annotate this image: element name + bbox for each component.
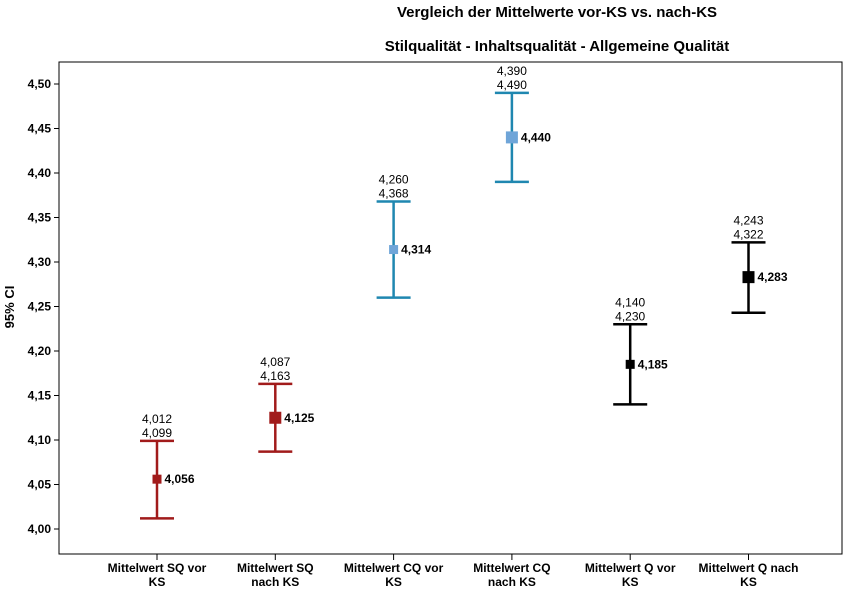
- y-axis: 4,00 4,05 4,10 4,15 4,20 4,25 4,30 4,35 4,40 4,45…: [28, 77, 59, 536]
- upper-ci-label: 4,490: [497, 78, 527, 92]
- lower-ci-label: 4,260: [379, 172, 409, 186]
- upper-ci-label: 4,099: [142, 426, 172, 440]
- x-tick-label: Mittelwert SQ vor: [108, 561, 207, 575]
- y-tick-label: 4,45: [28, 122, 52, 136]
- x-tick-label: nach KS: [251, 575, 299, 589]
- y-tick-label: 4,10: [28, 433, 52, 447]
- y-axis-label: 95% CI: [2, 286, 17, 329]
- x-tick-label: KS: [385, 575, 402, 589]
- mean-marker: [625, 359, 635, 369]
- mean-marker: [742, 271, 755, 284]
- y-tick-label: 4,00: [28, 522, 52, 536]
- chart-title: Vergleich der Mittelwerte vor-KS vs. nac…: [397, 4, 717, 21]
- upper-ci-label: 4,322: [733, 227, 763, 241]
- mean-value-label: 4,283: [758, 270, 788, 284]
- x-tick-label: Mittelwert Q nach: [698, 561, 798, 575]
- y-tick-label: 4,50: [28, 77, 52, 91]
- x-tick-label: Mittelwert SQ: [237, 561, 314, 575]
- upper-ci-label: 4,368: [379, 186, 409, 200]
- y-tick-label: 4,25: [28, 300, 52, 314]
- y-tick-label: 4,35: [28, 211, 52, 225]
- lower-ci-label: 4,243: [733, 213, 763, 227]
- mean-marker: [152, 474, 162, 484]
- lower-ci-label: 4,012: [142, 412, 172, 426]
- x-tick-label: KS: [149, 575, 166, 589]
- y-tick-label: 4,40: [28, 166, 52, 180]
- upper-ci-label: 4,163: [260, 369, 290, 383]
- mean-value-label: 4,125: [284, 411, 314, 425]
- lower-ci-label: 4,390: [497, 64, 527, 78]
- x-tick-label: KS: [740, 575, 757, 589]
- x-tick-label: Mittelwert Q vor: [585, 561, 676, 575]
- y-tick-label: 4,15: [28, 389, 52, 403]
- upper-ci-label: 4,230: [615, 309, 645, 323]
- mean-value-label: 4,056: [165, 472, 195, 486]
- x-tick-label: Mittelwert CQ: [473, 561, 550, 575]
- y-tick-label: 4,05: [28, 478, 52, 492]
- x-tick-label: Mittelwert CQ vor: [344, 561, 444, 575]
- y-tick-label: 4,30: [28, 255, 52, 269]
- mean-value-label: 4,440: [521, 130, 551, 144]
- lower-ci-label: 4,087: [260, 355, 290, 369]
- plot-frame: [58, 61, 843, 555]
- y-tick-label: 4,20: [28, 344, 52, 358]
- x-tick-label: KS: [622, 575, 639, 589]
- mean-marker: [269, 411, 282, 424]
- x-tick-label: nach KS: [488, 575, 536, 589]
- chart-subtitle: Stilqualität - Inhaltsqualität - Allgeme…: [385, 38, 729, 55]
- mean-value-label: 4,185: [638, 357, 668, 371]
- mean-marker: [389, 245, 399, 255]
- lower-ci-label: 4,140: [615, 295, 645, 309]
- mean-value-label: 4,314: [401, 243, 431, 257]
- mean-marker: [505, 131, 518, 144]
